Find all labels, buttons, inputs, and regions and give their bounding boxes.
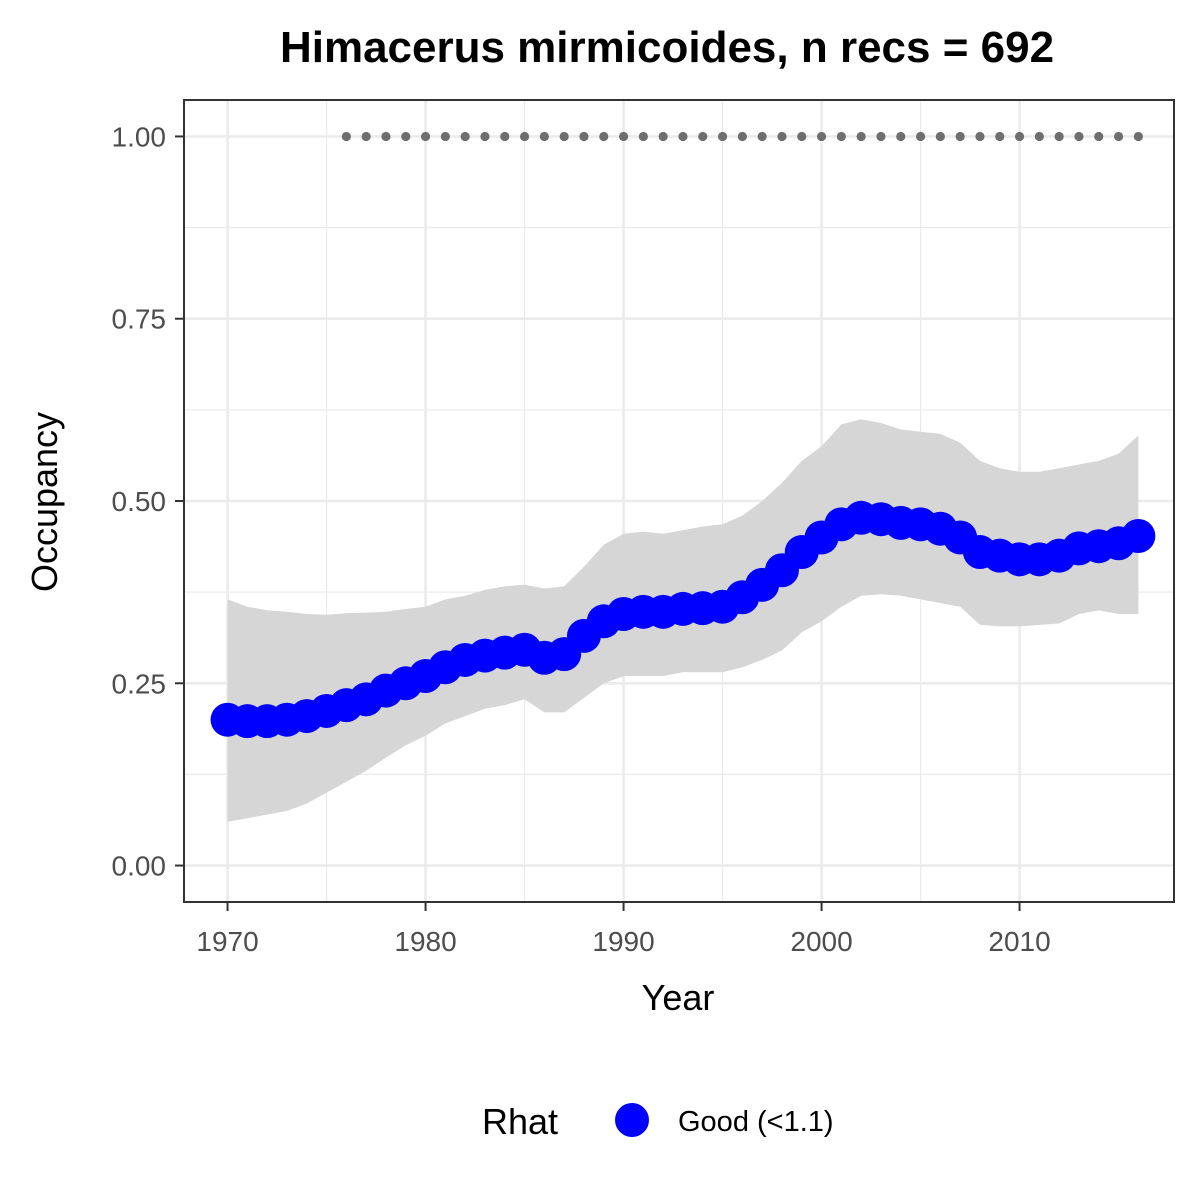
y-tick-label: 0.00 [112,851,167,882]
chart-title: Himacerus mirmicoides, n recs = 692 [280,23,1054,72]
record-dot [618,131,629,142]
record-dot [1074,131,1084,142]
record-dot [1054,131,1064,142]
record-dot [836,131,846,142]
legend: Rhat Good (<1.1) [482,1101,834,1142]
record-dot [1094,131,1104,142]
x-tick-label: 2010 [988,926,1050,957]
record-dots [341,131,1143,142]
occupancy-points [210,500,1156,739]
record-dot [777,131,787,142]
record-dot [341,131,351,142]
record-dot [401,131,411,142]
record-dot [480,131,490,142]
record-dot [678,131,688,142]
y-tick-label: 1.00 [112,121,167,152]
record-dot [737,131,747,142]
record-dot [638,131,648,142]
x-tick-label: 1970 [196,926,258,957]
occupancy-point [1121,518,1156,553]
legend-title: Rhat [482,1101,558,1142]
record-dot [876,131,886,142]
record-dot [717,131,728,142]
x-tick-label: 1980 [394,926,456,957]
record-dot [1034,131,1044,142]
record-dot [519,131,530,142]
record-dot [440,131,450,142]
record-dot [698,131,708,142]
y-axis-title: Occupancy [24,412,65,592]
record-dot [420,131,431,142]
x-tick-label: 1990 [592,926,654,957]
record-dot [361,131,371,142]
record-dot [381,131,391,142]
record-dot [599,131,609,142]
record-dot [975,131,985,142]
y-tick-label: 0.75 [112,304,167,335]
record-dot [539,131,549,142]
record-dot [500,131,510,142]
record-dot [1014,131,1025,142]
record-dot [1133,131,1143,142]
axis-ticks: 1970 1980 1990 2000 2010 0.00 0.25 0.50 0.75 1.00 [112,121,1051,957]
y-tick-label: 0.25 [112,668,167,699]
grid-lines [184,100,1174,902]
legend-label-good: Good (<1.1) [678,1106,834,1138]
record-dot [658,131,668,142]
record-dot [896,131,906,142]
y-tick-label: 0.50 [112,486,167,517]
record-dot [816,131,827,142]
record-dot [955,131,965,142]
record-dot [559,131,569,142]
record-dot [797,131,807,142]
record-dot [757,131,767,142]
legend-key-good [615,1103,649,1137]
record-dot [579,131,589,142]
x-axis-title: Year [642,977,715,1018]
record-dot [856,131,866,142]
record-dot [915,131,926,142]
record-dot [935,131,945,142]
record-dot [995,131,1005,142]
record-dot [460,131,470,142]
record-dot [1113,131,1124,142]
x-tick-label: 2000 [790,926,852,957]
